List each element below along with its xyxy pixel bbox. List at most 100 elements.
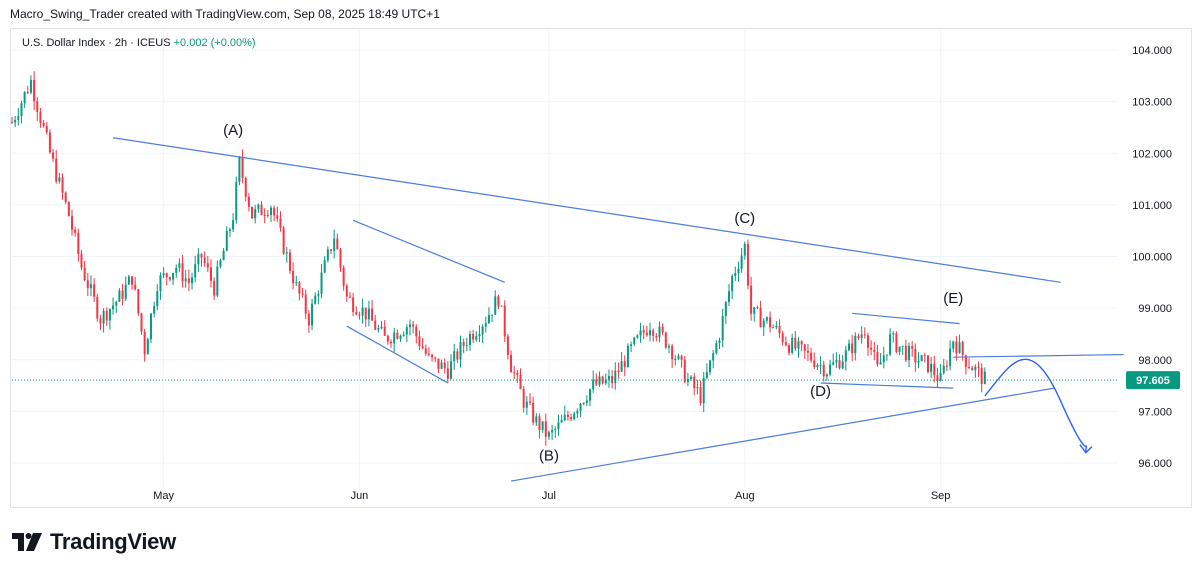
x-tick-label: May xyxy=(153,490,174,502)
candle-body xyxy=(487,315,490,324)
candle-body xyxy=(832,362,835,365)
candle-body xyxy=(652,330,655,337)
candle-body xyxy=(781,333,784,343)
candle-body xyxy=(857,335,860,339)
candle-body xyxy=(412,324,415,327)
candle-body xyxy=(671,346,674,360)
tradingview-logo[interactable]: TradingView xyxy=(12,529,176,555)
candle-body xyxy=(383,326,386,336)
symbol-legend[interactable]: U.S. Dollar Index · 2h · ICEUS +0.002 (+… xyxy=(22,37,256,49)
candle-body xyxy=(371,308,374,321)
candle-body xyxy=(718,340,721,344)
candle-body xyxy=(156,291,159,307)
candle-body xyxy=(11,122,13,124)
candle-body xyxy=(611,376,614,384)
candle-body xyxy=(443,362,446,369)
candle-body xyxy=(478,334,481,337)
trendlines xyxy=(112,137,1124,482)
candle-body xyxy=(399,335,402,339)
candle-body xyxy=(626,345,629,368)
candle-body xyxy=(778,325,781,334)
candle-body xyxy=(895,333,898,353)
trendline xyxy=(112,137,1061,283)
candle-body xyxy=(71,216,74,230)
candle-body xyxy=(42,122,45,127)
candle-body xyxy=(942,365,945,373)
candle-body xyxy=(124,284,127,299)
candle-body xyxy=(756,307,759,309)
candle-body xyxy=(67,202,70,217)
candle-body xyxy=(926,355,929,373)
candle-body xyxy=(497,296,500,307)
candle-body xyxy=(14,120,17,123)
candle-body xyxy=(649,330,652,336)
candle-body xyxy=(348,296,351,298)
candle-body xyxy=(93,284,96,297)
candle-body xyxy=(20,103,23,117)
candle-body xyxy=(974,366,977,371)
candle-body xyxy=(446,368,449,379)
candle-body xyxy=(829,364,832,375)
candle-body xyxy=(317,293,320,296)
candle-body xyxy=(980,367,983,385)
candle-body xyxy=(408,324,411,328)
x-tick-label: Jul xyxy=(542,490,556,502)
candle-body xyxy=(949,348,952,367)
candle-body xyxy=(506,336,509,356)
candle-body xyxy=(238,157,241,183)
price-chart[interactable]: (A) (B) (C) (D) (E) 104.000 103.000 102.000 101… xyxy=(0,0,1200,510)
candle-body xyxy=(165,273,168,278)
candle-body xyxy=(841,361,844,369)
candle-body xyxy=(917,361,920,363)
candle-body xyxy=(39,111,42,123)
candle-body xyxy=(854,335,857,354)
candle-body xyxy=(355,311,358,315)
last-price-tag xyxy=(1126,371,1180,390)
candle-body xyxy=(765,317,768,321)
candle-body xyxy=(813,360,816,367)
candles xyxy=(11,71,986,446)
trendline xyxy=(820,382,954,389)
candle-body xyxy=(560,420,563,423)
candle-body xyxy=(172,272,175,280)
candle-body xyxy=(589,389,592,401)
candle-body xyxy=(279,218,282,228)
candle-body xyxy=(77,232,80,254)
candle-body xyxy=(137,289,140,314)
candle-body xyxy=(819,364,822,366)
candle-body xyxy=(810,352,813,361)
candle-body xyxy=(434,357,437,359)
candle-body xyxy=(582,403,585,405)
candle-body xyxy=(851,343,854,354)
candle-body xyxy=(244,177,247,197)
candle-body xyxy=(323,260,326,273)
candle-body xyxy=(146,339,149,355)
candle-body xyxy=(604,379,607,384)
candle-body xyxy=(311,303,314,326)
candle-body xyxy=(674,358,677,360)
candle-body xyxy=(168,277,171,280)
chart-frame[interactable] xyxy=(10,28,1192,508)
candle-body xyxy=(961,342,964,356)
candle-body xyxy=(630,344,633,346)
candle-body xyxy=(882,355,885,363)
candle-body xyxy=(510,355,513,373)
symbol-name: U.S. Dollar Index · 2h · ICEUS xyxy=(22,37,171,49)
candle-body xyxy=(544,421,547,437)
candle-body xyxy=(658,326,661,338)
candle-body xyxy=(655,336,658,338)
candle-body xyxy=(522,389,525,408)
grid-lines xyxy=(12,30,1118,487)
y-tick-label: 98.000 xyxy=(1138,355,1172,367)
candle-body xyxy=(475,336,478,340)
candle-body xyxy=(680,355,683,360)
candle-body xyxy=(705,372,708,378)
candle-body xyxy=(26,91,29,93)
candle-body xyxy=(734,273,737,276)
wave-label: (B) xyxy=(539,447,559,464)
candle-body xyxy=(159,275,162,292)
last-price-label: 97.605 xyxy=(1136,375,1170,387)
candle-body xyxy=(17,116,20,121)
candle-body xyxy=(860,334,863,339)
candle-body xyxy=(557,422,560,430)
